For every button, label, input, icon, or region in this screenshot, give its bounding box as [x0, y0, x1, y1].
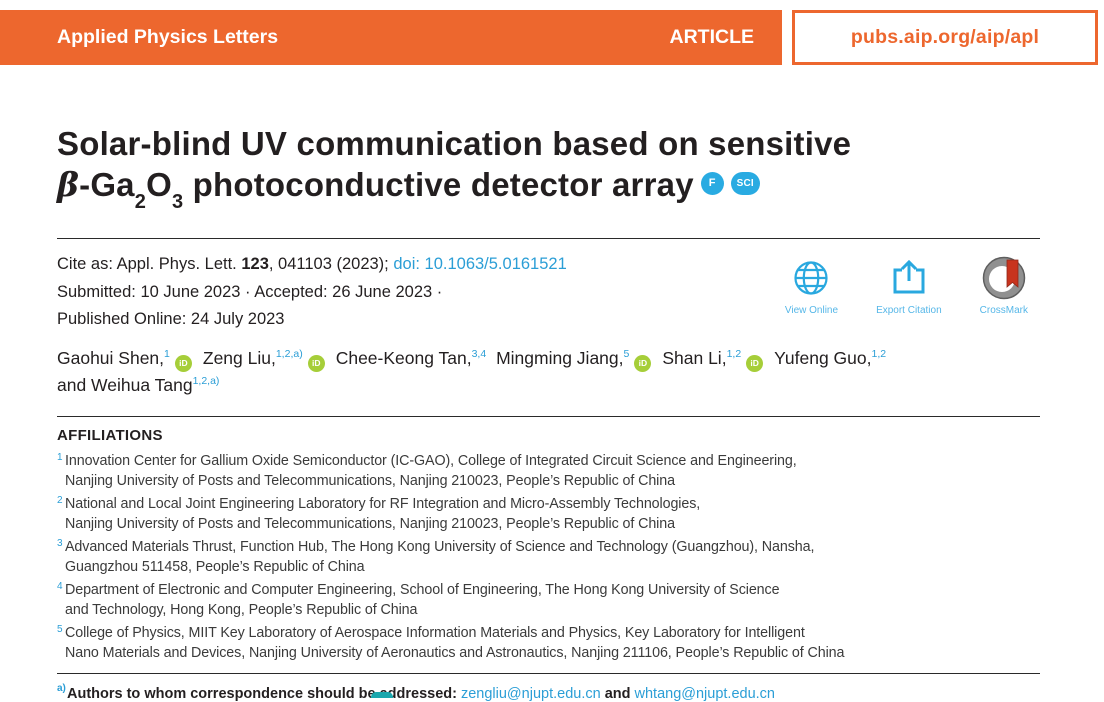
cite-volume: 123 — [241, 255, 269, 273]
orcid-icon[interactable]: iD — [174, 354, 192, 372]
affiliation-item: 1 Innovation Center for Gallium Oxide Sem… — [57, 451, 1040, 492]
author: Yufeng Guo,1,2 — [774, 348, 886, 368]
affiliation-text: Nano Materials and Devices, Nanjing Univ… — [65, 645, 845, 661]
affiliations-heading: AFFILIATIONS — [57, 426, 163, 444]
action-icons: View Online Export Citation — [785, 251, 1040, 334]
affiliation-text: Nanjing University of Posts and Telecomm… — [65, 473, 675, 489]
affiliation-text: and Technology, Hong Kong, People’s Repu… — [65, 602, 418, 618]
export-icon — [890, 256, 928, 300]
citation-row: Cite as: Appl. Phys. Lett. 123, 041103 (… — [57, 239, 1040, 334]
author-name: Chee-Keong Tan, — [335, 347, 472, 368]
cite-middle: , 041103 (2023); — [268, 255, 394, 273]
author: Shan Li,1,2 iD — [662, 347, 769, 372]
author: Mingming Jiang,5 iD — [496, 347, 657, 372]
affiliation-sup: 1 — [57, 451, 63, 463]
author-sup: 1 — [164, 347, 170, 360]
affiliation-item: 5 College of Physics, MIIT Key Laboratory… — [57, 623, 1040, 664]
author-sup: 1,2 — [726, 347, 742, 360]
orcid-icon[interactable]: iD — [746, 354, 764, 372]
author-name: and Weihua Tang — [57, 374, 193, 395]
affiliation-text: National and Local Joint Engineering Lab… — [65, 495, 701, 512]
email-link-1[interactable]: zengliu@njupt.edu.cn — [460, 685, 601, 702]
cite-as-text: Cite as: Appl. Phys. Lett. — [57, 255, 242, 273]
journal-url-link[interactable]: pubs.aip.org/aip/apl — [792, 10, 1098, 65]
author-name: Zeng Liu, — [202, 347, 276, 368]
affiliation-item: 2 National and Local Joint Engineering La… — [57, 494, 1040, 535]
citation-block: Cite as: Appl. Phys. Lett. 123, 041103 (… — [57, 251, 567, 334]
crossmark-icon — [982, 256, 1026, 300]
orcid-icon[interactable]: iD — [307, 354, 325, 372]
author-sup: 1,2,a) — [275, 347, 303, 360]
author-list: Gaohui Shen,1iD Zeng Liu,1,2,a)iD Chee-Keo… — [57, 346, 1040, 400]
affiliation-text: Innovation Center for Gallium Oxide Semi… — [65, 452, 797, 469]
affiliation-text: Department of Electronic and Computer En… — [65, 581, 780, 598]
title-line2-rest: photoconductive detector array — [183, 166, 694, 203]
export-citation-button[interactable]: Export Citation — [876, 256, 942, 334]
sci-badge[interactable]: SCI — [730, 171, 760, 195]
correspondence-footnote: a) Authors to whom correspondence should … — [57, 682, 1040, 702]
author: and Weihua Tang1,2,a) — [57, 375, 219, 395]
clipped-content-artifact — [371, 692, 393, 698]
affiliation-sup: 4 — [57, 580, 63, 592]
title-beta: β — [57, 165, 80, 204]
submitted-accepted-text: Submitted: 10 June 2023 · Accepted: 26 J… — [57, 282, 443, 301]
author-name: Shan Li, — [662, 347, 727, 368]
journal-title: Applied Physics Letters — [57, 26, 279, 48]
author-sup: 1,2 — [871, 347, 887, 360]
title-o: O — [146, 166, 172, 203]
author-sup: 1,2,a) — [192, 374, 220, 387]
view-online-label: View Online — [784, 305, 839, 316]
author-sup: 3,4 — [471, 347, 487, 360]
orcid-icon[interactable]: iD — [634, 354, 652, 372]
affiliation-sup: 5 — [57, 623, 63, 635]
export-citation-label: Export Citation — [876, 305, 942, 316]
published-online-text: Published Online: 24 July 2023 — [57, 310, 285, 328]
footnote-text: Authors to whom correspondence should be… — [67, 685, 461, 702]
doi-link[interactable]: doi: 10.1063/5.0161521 — [393, 255, 567, 273]
author: Chee-Keong Tan,3,4 — [336, 348, 487, 368]
email-link-2[interactable]: whtang@njupt.edu.cn — [634, 685, 775, 702]
author-sup: 5 — [623, 347, 630, 360]
footnote-sup: a) — [57, 682, 66, 694]
divider-footnote — [57, 672, 1040, 674]
globe-icon — [791, 256, 831, 300]
article-header: Solar-blind UV communication based on se… — [57, 65, 1040, 702]
title-sub3: 3 — [171, 190, 184, 213]
crossmark-label: CrossMark — [979, 305, 1028, 316]
affiliation-text: Advanced Materials Thrust, Function Hub,… — [65, 538, 815, 555]
crossmark-button[interactable]: CrossMark — [980, 256, 1028, 334]
title-ga: -Ga — [79, 166, 135, 203]
divider-top — [57, 238, 1040, 239]
journal-banner: Applied Physics Letters ARTICLE — [0, 10, 782, 65]
title-sub2: 2 — [134, 190, 147, 213]
journal-url-text: pubs.aip.org/aip/apl — [850, 26, 1040, 48]
author: Zeng Liu,1,2,a) iD — [202, 347, 331, 372]
author: Gaohui Shen,1 iD — [57, 347, 198, 372]
top-header: Applied Physics Letters ARTICLE pubs.aip… — [0, 10, 1104, 65]
funder-badge[interactable]: F — [700, 171, 724, 195]
title-line1: Solar-blind UV communication based on se… — [57, 125, 852, 162]
view-online-button[interactable]: View Online — [785, 256, 838, 334]
author-name: Mingming Jiang, — [496, 347, 624, 368]
author-name: Yufeng Guo, — [774, 347, 872, 368]
affiliation-item: 4 Department of Electronic and Computer E… — [57, 580, 1040, 621]
affiliation-text: Nanjing University of Posts and Telecomm… — [65, 516, 675, 532]
divider-affiliations — [57, 415, 1040, 417]
affiliation-sup: 3 — [57, 537, 63, 549]
article-title: Solar-blind UV communication based on se… — [57, 123, 1040, 212]
affiliations-list: 1 Innovation Center for Gallium Oxide Sem… — [57, 451, 1040, 664]
affiliation-text: Guangzhou 511458, People’s Republic of C… — [65, 559, 365, 575]
affiliation-text: College of Physics, MIIT Key Laboratory … — [65, 624, 805, 641]
affiliation-item: 3 Advanced Materials Thrust, Function Hub… — [57, 537, 1040, 578]
author-name: Gaohui Shen, — [57, 347, 165, 368]
article-type-label: ARTICLE — [669, 26, 755, 48]
footnote-and: and — [600, 685, 635, 702]
affiliation-sup: 2 — [57, 494, 63, 506]
